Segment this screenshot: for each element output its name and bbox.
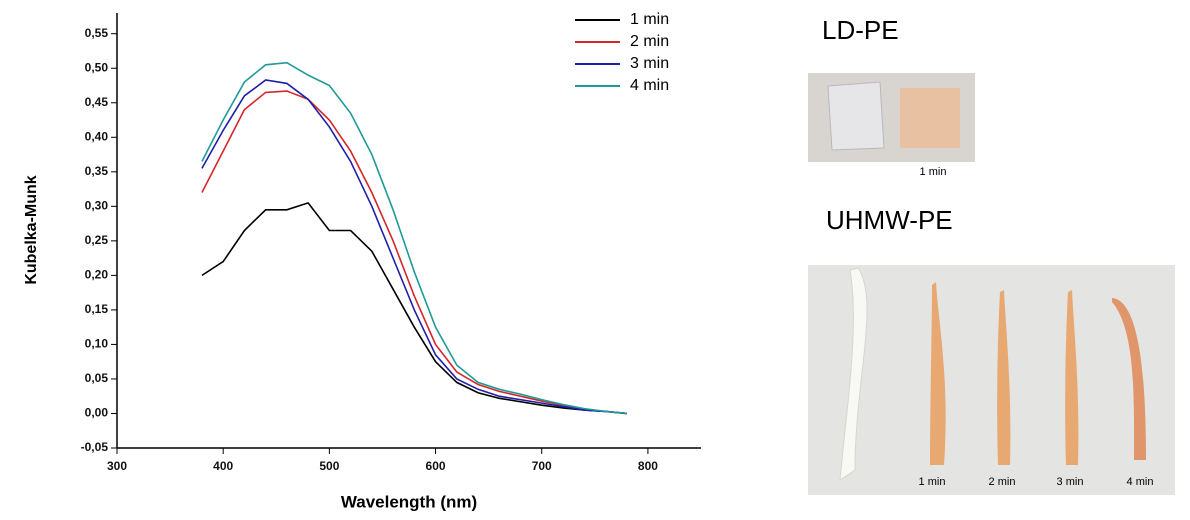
- series-line: [201, 61, 627, 415]
- y-tick-label: 0,40: [85, 129, 109, 143]
- y-tick-label: 0,00: [85, 406, 109, 420]
- legend-label: 1 min: [630, 11, 669, 28]
- x-tick-label: 400: [213, 459, 233, 473]
- y-tick-label: 0,50: [85, 60, 109, 74]
- fiber-untreated: [839, 267, 868, 481]
- legend-label: 2 min: [630, 33, 669, 50]
- legend-label: 3 min: [630, 55, 669, 72]
- y-tick-label: 0,10: [85, 337, 109, 351]
- x-tick-label: 300: [107, 459, 127, 473]
- y-tick-label: 0,35: [85, 164, 109, 178]
- x-tick-label: 800: [638, 459, 658, 473]
- x-tick-label: 500: [319, 459, 339, 473]
- legend-label: 4 min: [630, 77, 669, 94]
- y-tick-label: 0,05: [85, 371, 109, 385]
- y-axis-label: Kubelka-Munk: [23, 175, 40, 284]
- uhmwpe-title: UHMW-PE: [826, 205, 953, 235]
- uhmwpe-caption: 4 min: [1127, 476, 1154, 488]
- x-tick-label: 700: [532, 459, 552, 473]
- ldpe-photo: [808, 73, 975, 162]
- y-tick-label: 0,15: [85, 302, 109, 316]
- fiber: [1112, 298, 1146, 460]
- y-tick-label: 0,25: [85, 233, 109, 247]
- uhmwpe-photo: [808, 265, 1175, 495]
- x-axis-label: Wavelength (nm): [341, 492, 477, 511]
- ldpe-title: LD-PE: [822, 15, 899, 45]
- sample-film: [827, 81, 885, 151]
- ldpe-caption: 1 min: [920, 166, 947, 178]
- uhmwpe-caption: 1 min: [919, 476, 946, 488]
- series-line: [201, 90, 627, 415]
- uhmwpe-caption: 2 min: [989, 476, 1016, 488]
- series-line: [201, 79, 627, 415]
- y-tick-label: 0,55: [85, 26, 109, 40]
- y-tick-label: 0,20: [85, 268, 109, 282]
- fiber: [930, 282, 946, 465]
- y-tick-label: 0,30: [85, 199, 109, 213]
- x-tick-label: 600: [426, 459, 446, 473]
- series-line: [201, 201, 627, 415]
- fiber: [997, 290, 1011, 465]
- uhmwpe-caption: 3 min: [1057, 476, 1084, 488]
- sample-film: [900, 88, 960, 148]
- fiber: [1065, 290, 1079, 465]
- y-tick-label: -0,05: [81, 440, 109, 454]
- y-tick-label: 0,45: [85, 95, 109, 109]
